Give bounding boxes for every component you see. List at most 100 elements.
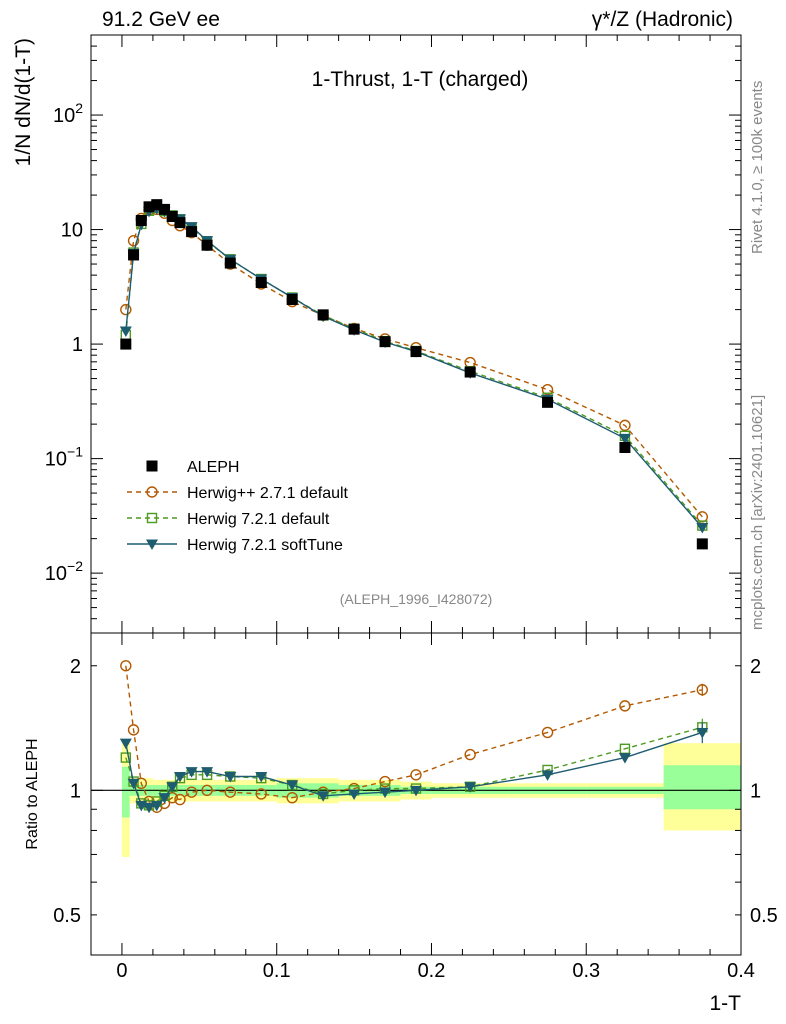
data-point-aleph [464, 366, 476, 378]
ratio-y-axis-label: Ratio to ALEPH [24, 738, 41, 849]
ratio-point-herwigpp [379, 775, 391, 788]
data-point-herwigpp [619, 419, 631, 432]
data-point-aleph [201, 239, 213, 251]
legend-entry: Herwig 7.2.1 softTune [187, 537, 343, 554]
ratio-point-softtune [166, 782, 179, 793]
header-right-suffix: (Hadronic) [634, 8, 733, 31]
data-point-softtune [119, 326, 132, 338]
main-plot: 10−2 10−1 1 10 102 1/N dN/d(1-T) 1-Thrust, 1-T… [12, 34, 742, 634]
ratio-series-softtune [119, 722, 709, 814]
ratio-line-herwigpp [125, 665, 703, 809]
data-point-aleph [224, 257, 236, 269]
uncertainty-band-green [663, 765, 741, 810]
data-point-aleph [619, 442, 631, 454]
ratio-y-tick-label-right: 2 [750, 656, 761, 678]
ratio-point-softtune [348, 789, 361, 800]
ratio-point-herwigpp [619, 700, 631, 712]
y-tick-label: 10−2 [45, 558, 83, 585]
y-axis-label: 1/N dN/d(1-T) [12, 38, 35, 166]
y-tick-label: 10−1 [45, 444, 83, 471]
legend-entry: Herwig++ 2.7.1 default [187, 485, 349, 502]
legend: ALEPH Herwig++ 2.7.1 default Herwig 7.2.1 … [127, 459, 349, 554]
ratio-point-herwigpp [185, 786, 198, 798]
data-point-herwigpp [541, 383, 554, 396]
data-point-aleph [348, 323, 360, 335]
x-tick-label: 0.2 [418, 960, 446, 982]
data-point-aleph [135, 214, 147, 226]
data-point-aleph [317, 309, 329, 321]
data-point-herwigpp [696, 511, 709, 523]
ratio-point-herwigpp [464, 748, 476, 761]
data-point-herwigpp [127, 234, 140, 247]
ratio-point-herwigpp [541, 726, 554, 739]
data-point-aleph [128, 249, 140, 261]
ratio-point-softtune [410, 785, 422, 797]
y-tick-label: 102 [53, 100, 83, 127]
y-tick-label: 10 [61, 220, 83, 242]
ratio-point-softtune [464, 782, 477, 793]
legend-entry: ALEPH [187, 459, 239, 476]
legend-entry: Herwig 7.2.1 default [187, 511, 330, 528]
analysis-label: (ALEPH_1996_I428072) [340, 591, 493, 607]
ratio-point-herwigpp [120, 660, 132, 672]
ratio-point-herwigpp [286, 791, 298, 804]
x-tick-label: 0.4 [727, 960, 755, 982]
ratio-point-softtune [541, 770, 554, 781]
ratio-point-herwigpp [127, 724, 140, 736]
data-point-herwigpp [120, 303, 132, 316]
ratio-y-tick-label: 0.5 [53, 905, 81, 927]
header-left: 91.2 GeV ee [102, 8, 220, 32]
series-herwig721 [120, 202, 708, 531]
ratio-point-softtune [201, 767, 214, 778]
y-tick-label: 1 [72, 334, 83, 356]
ratio-point-softtune [286, 780, 299, 792]
data-point-aleph [151, 199, 163, 211]
data-point-aleph [120, 338, 132, 350]
data-point-aleph [696, 538, 708, 550]
ratio-point-softtune [158, 793, 171, 804]
data-point-aleph [255, 276, 267, 288]
ratio-point-herwig721 [120, 752, 132, 763]
uncertainty-band-green [121, 766, 130, 818]
data-point-aleph [410, 346, 422, 358]
data-point-aleph [143, 201, 155, 213]
ratio-point-softtune [143, 802, 156, 814]
data-point-aleph [379, 336, 391, 348]
ratio-point-softtune [618, 753, 631, 764]
series-aleph [120, 199, 708, 550]
ratio-point-softtune [119, 738, 132, 750]
ratio-y-tick-label-right: 1 [750, 780, 761, 802]
legend-marker-aleph [146, 460, 158, 472]
ratio-point-softtune [696, 727, 709, 739]
ratio-plot: 0.5 0.5 1 1 2 2 0 0.1 0.2 0.3 0.4 1-T Ratio to ALEPH [24, 632, 778, 1015]
ratio-point-herwigpp [410, 769, 422, 781]
ratio-y-tick-label: 1 [70, 780, 81, 802]
ratio-point-softtune [379, 787, 392, 799]
ratio-point-herwigpp [255, 788, 267, 800]
data-point-aleph [286, 294, 298, 306]
x-tick-label: 0 [116, 960, 127, 982]
ratio-point-softtune [255, 772, 268, 783]
ratio-y-tick-label-right: 0.5 [750, 905, 778, 927]
x-axis-label: 1-T [710, 992, 742, 1015]
ratio-point-softtune [173, 772, 186, 783]
chart-title: 1-Thrust, 1-T (charged) [312, 68, 529, 91]
legend-marker-herwig721 [146, 512, 158, 524]
data-point-aleph [186, 226, 198, 238]
data-point-aleph [542, 396, 554, 408]
legend-marker-herwigpp [146, 486, 158, 498]
header-right: γ*/Z (Hadronic) [592, 8, 733, 32]
legend-marker-softtune [146, 539, 158, 550]
x-tick-label: 0.1 [263, 960, 291, 982]
ratio-point-herwigpp [201, 784, 213, 797]
data-point-softtune [696, 523, 709, 534]
ratio-point-softtune [150, 800, 163, 812]
data-point-aleph [166, 211, 178, 223]
series-line-herwig721 [125, 207, 703, 527]
data-point-aleph [159, 203, 171, 215]
series-line-softtune [125, 207, 703, 529]
ratio-point-softtune [317, 791, 330, 802]
ratio-y-tick-label: 2 [70, 656, 81, 678]
ratio-point-herwigpp [696, 684, 709, 696]
